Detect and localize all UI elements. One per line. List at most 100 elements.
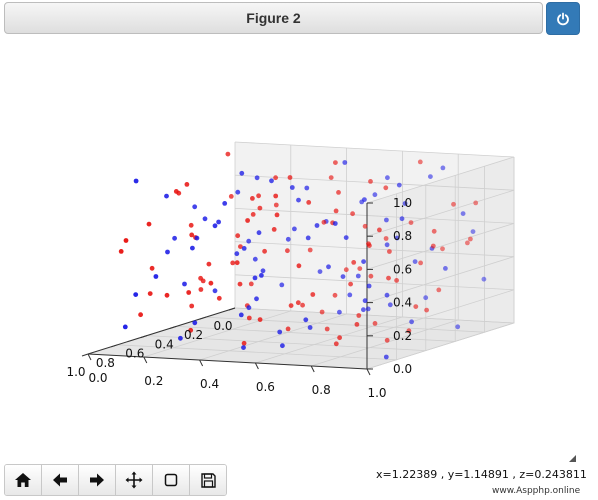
y-tick: [143, 356, 148, 364]
scatter-point-red: [377, 227, 382, 233]
close-figure-button[interactable]: [546, 2, 580, 35]
scatter-point-blue: [317, 269, 323, 274]
x-tick-label: 1.0: [66, 365, 85, 379]
scatter-point-blue: [296, 197, 301, 203]
scatter-point-blue: [366, 283, 372, 289]
scatter-point-blue: [252, 256, 258, 262]
zoom-button[interactable]: [153, 465, 190, 495]
data-points: [118, 151, 487, 360]
y-tick: [199, 359, 204, 367]
scatter-point-blue: [289, 185, 295, 190]
z-tick-label: 0.6: [393, 262, 412, 276]
scatter-point-red: [228, 194, 234, 199]
scatter-point-blue: [342, 160, 348, 165]
home-button[interactable]: [5, 465, 42, 495]
scatter-point-red: [384, 337, 390, 343]
scatter-point-blue: [361, 307, 366, 313]
pan-button[interactable]: [116, 465, 153, 495]
scatter-point-blue: [440, 165, 446, 171]
scatter-point-blue: [216, 219, 222, 225]
scatter-point-blue: [212, 223, 218, 229]
z-tick-label: 1.0: [393, 196, 412, 210]
y-tick-label: 0.8: [312, 383, 331, 397]
scatter-point-blue: [182, 281, 187, 287]
scatter-point-red: [333, 341, 339, 347]
scatter-point-red: [138, 312, 144, 318]
scatter-point-red: [424, 307, 429, 313]
scatter-point-blue: [239, 170, 245, 176]
scatter-point-red: [206, 261, 212, 267]
scatter-point-red: [473, 200, 479, 206]
scatter-point-red: [368, 273, 374, 279]
scatter-point-blue: [340, 274, 346, 279]
scatter-point-blue: [259, 273, 264, 278]
scatter-point-red: [343, 267, 349, 273]
scatter-point-blue: [305, 235, 311, 241]
scatter-point-blue: [254, 175, 260, 181]
scatter-point-red: [328, 175, 334, 181]
scatter-point-blue: [402, 201, 408, 206]
scatter-point-blue: [153, 274, 159, 279]
scatter-point-red: [257, 205, 263, 211]
scatter-point-red: [310, 292, 316, 297]
scatter-point-red: [333, 208, 339, 214]
x-tick-label: 0.8: [96, 356, 115, 370]
scatter-point-blue: [254, 296, 259, 302]
scatter-point-blue: [303, 317, 309, 323]
scatter-point-blue: [372, 192, 378, 198]
scatter-point-blue: [241, 246, 247, 251]
power-icon: [557, 12, 569, 25]
floppy-icon: [200, 472, 216, 488]
watermark-text: www.Aspphp.online: [492, 486, 581, 496]
y-tick-label: 0.6: [256, 380, 275, 394]
scatter-point-blue: [355, 273, 361, 279]
scatter-point-red: [307, 247, 313, 253]
scatter-point-red: [250, 196, 255, 201]
x-tick: [111, 344, 118, 348]
scatter-point-blue: [455, 324, 461, 330]
axis-panes: [88, 142, 514, 369]
arrow-left-icon: [53, 473, 67, 487]
scatter-point-red: [386, 275, 391, 281]
scatter-point-blue: [172, 235, 178, 241]
grid-line-y: [366, 157, 515, 370]
scatter-point-blue: [307, 325, 313, 330]
scatter-point-red: [431, 228, 437, 234]
y-tick-label: 0.0: [88, 371, 107, 385]
scatter-point-red: [324, 326, 330, 332]
forward-button[interactable]: [79, 465, 116, 495]
y-tick: [366, 368, 371, 376]
scatter-point-red: [350, 211, 355, 217]
y-axis-line: [87, 353, 368, 370]
scatter-point-red: [188, 327, 194, 333]
pane-y1: [367, 157, 514, 369]
scatter-point-red: [440, 246, 445, 252]
resize-grip-icon[interactable]: [566, 452, 578, 464]
scatter-point-blue: [362, 298, 368, 304]
scatter-point-blue: [122, 324, 128, 330]
scatter-3d-plot[interactable]: 0.0 0.0 0.0 0.2 0.2 0.2 0.4 0.4 0.4 0.6 0.6 0.6 0.8 0…: [0, 40, 598, 460]
scatter-point-red: [274, 212, 280, 218]
tick-labels: 0.0 0.0 0.0 0.2 0.2 0.2 0.4 0.4 0.4 0.6 0.6 0.6 0.8 0…: [66, 196, 412, 400]
save-button[interactable]: [190, 465, 226, 495]
scatter-point-blue: [337, 309, 342, 315]
scatter-point-blue: [235, 189, 241, 195]
scatter-point-blue: [241, 345, 246, 350]
grid-line-y: [311, 154, 459, 367]
scatter-point-blue: [260, 268, 266, 274]
grid-line-y: [143, 145, 292, 358]
back-button[interactable]: [42, 465, 79, 495]
scatter-point-red: [337, 335, 342, 341]
scatter-point-red: [123, 238, 129, 243]
scatter-point-blue: [409, 319, 414, 325]
scatter-point-blue: [412, 259, 418, 264]
scatter-point-red: [235, 233, 241, 239]
scatter-point-red: [351, 260, 357, 265]
scatter-point-red: [241, 340, 247, 346]
scatter-point-red: [273, 175, 278, 181]
scatter-point-red: [387, 249, 392, 254]
scatter-point-blue: [347, 292, 353, 298]
z-tick-label: 0.4: [393, 296, 412, 310]
scatter-point-blue: [304, 185, 310, 191]
scatter-point-red: [468, 236, 473, 242]
